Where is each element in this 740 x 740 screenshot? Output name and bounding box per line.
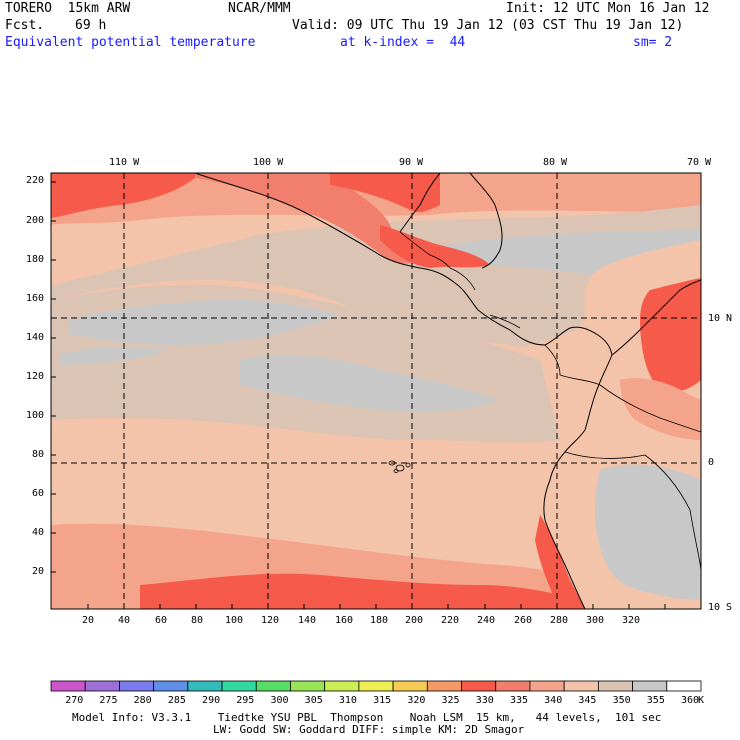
x-tick-label: 240 bbox=[477, 615, 496, 626]
colorbar-label: 310 bbox=[338, 695, 357, 706]
colorbar-swatch bbox=[426, 680, 462, 692]
colorbar-label: 360 bbox=[681, 695, 700, 706]
colorbar-swatch bbox=[392, 680, 428, 692]
y-tick-label: 200 bbox=[26, 215, 45, 226]
y-tick-label: 60 bbox=[32, 488, 45, 499]
colorbar-label: 345 bbox=[578, 695, 597, 706]
x-tick-label: 280 bbox=[550, 615, 569, 626]
y-tick-label: 80 bbox=[32, 449, 45, 460]
valid-time: Valid: 09 UTC Thu 19 Jan 12 (03 CST Thu … bbox=[292, 18, 684, 33]
x-tick-label: 180 bbox=[370, 615, 389, 626]
colorbar-swatch bbox=[84, 680, 120, 692]
y-tick-label: 100 bbox=[26, 410, 45, 421]
colorbar-swatch bbox=[119, 680, 155, 692]
model-title: TORERO 15km ARW bbox=[5, 1, 131, 16]
colorbar-label: 275 bbox=[99, 695, 118, 706]
colorbar-label: 270 bbox=[65, 695, 84, 706]
org-label: NCAR/MMM bbox=[228, 1, 291, 16]
colorbar-swatch bbox=[529, 680, 565, 692]
colorbar-swatch bbox=[221, 680, 257, 692]
y-tick-label: 140 bbox=[26, 332, 45, 343]
colorbar-label: 315 bbox=[373, 695, 392, 706]
colorbar-swatch bbox=[461, 680, 497, 692]
axis-ticks bbox=[51, 181, 666, 609]
init-time: Init: 12 UTC Mon 16 Jan 12 bbox=[506, 1, 710, 16]
colorbar-swatch bbox=[666, 680, 702, 692]
colorbar-label: 305 bbox=[304, 695, 323, 706]
lon-label-110w: 110 W bbox=[109, 157, 140, 168]
colorbar-swatch bbox=[597, 680, 633, 692]
x-tick-label: 320 bbox=[622, 615, 641, 626]
colorbar-label: 335 bbox=[509, 695, 528, 706]
theta-e-field bbox=[51, 173, 701, 609]
lat-lon-grid bbox=[51, 173, 701, 609]
y-tick-label: 40 bbox=[32, 527, 45, 538]
colorbar-label: 325 bbox=[441, 695, 460, 706]
smoothing-label: sm= 2 bbox=[633, 35, 673, 50]
colorbar-swatch bbox=[495, 680, 531, 692]
x-tick-label: 60 bbox=[155, 615, 168, 626]
colorbar-label: 355 bbox=[646, 695, 665, 706]
lat-label-0: 0 bbox=[708, 457, 715, 468]
forecast-label: Fcst. bbox=[5, 18, 45, 33]
colorbar-label: 330 bbox=[475, 695, 494, 706]
lon-label-80w: 80 W bbox=[543, 157, 568, 168]
x-tick-label: 140 bbox=[298, 615, 317, 626]
x-tick-label: 220 bbox=[441, 615, 460, 626]
colorbar-label: 295 bbox=[236, 695, 255, 706]
level-label: at k-index = 44 bbox=[340, 35, 466, 50]
colorbar-swatch bbox=[290, 680, 326, 692]
colorbar-label: 340 bbox=[544, 695, 563, 706]
colorbar bbox=[50, 680, 702, 692]
colorbar-label: 280 bbox=[133, 695, 152, 706]
colorbar-swatch bbox=[358, 680, 394, 692]
borders bbox=[399, 231, 701, 571]
x-tick-label: 200 bbox=[405, 615, 424, 626]
y-tick-label: 20 bbox=[32, 566, 45, 577]
x-tick-label: 120 bbox=[261, 615, 280, 626]
colorbar-label: 285 bbox=[167, 695, 186, 706]
physics-info: LW: Godd SW: Goddard DIFF: simple KM: 2D… bbox=[213, 723, 525, 736]
lon-label-100w: 100 W bbox=[253, 157, 284, 168]
y-tick-label: 220 bbox=[26, 175, 45, 186]
y-tick-label: 120 bbox=[26, 371, 45, 382]
colorbar-swatch bbox=[324, 680, 360, 692]
x-tick-label: 20 bbox=[82, 615, 95, 626]
lat-label-10s: 10 S bbox=[708, 602, 733, 613]
colorbar-swatch bbox=[187, 680, 223, 692]
colorbar-swatch bbox=[153, 680, 189, 692]
y-tick-label: 180 bbox=[26, 254, 45, 265]
x-tick-label: 260 bbox=[514, 615, 533, 626]
colorbar-label: 300 bbox=[270, 695, 289, 706]
x-tick-label: 100 bbox=[225, 615, 244, 626]
lon-label-70w: 70 W bbox=[687, 157, 712, 168]
forecast-hour: 69 h bbox=[75, 18, 107, 33]
colorbar-swatch bbox=[50, 680, 86, 692]
x-tick-label: 40 bbox=[118, 615, 131, 626]
coastlines bbox=[194, 173, 701, 609]
lat-label-10n: 10 N bbox=[708, 313, 733, 324]
x-tick-label: 300 bbox=[586, 615, 605, 626]
colorbar-unit: K bbox=[698, 695, 705, 706]
colorbar-swatch bbox=[632, 680, 668, 692]
x-tick-label: 80 bbox=[191, 615, 204, 626]
lon-label-90w: 90 W bbox=[399, 157, 424, 168]
field-name: Equivalent potential temperature bbox=[5, 35, 256, 50]
colorbar-label: 320 bbox=[407, 695, 426, 706]
x-tick-label: 160 bbox=[335, 615, 354, 626]
colorbar-swatch bbox=[255, 680, 291, 692]
model-info: Model Info: V3.3.1 Tiedtke YSU PBL Thomp… bbox=[72, 711, 662, 724]
colorbar-label: 350 bbox=[612, 695, 631, 706]
colorbar-swatch bbox=[563, 680, 599, 692]
colorbar-label: 290 bbox=[202, 695, 221, 706]
y-tick-label: 160 bbox=[26, 293, 45, 304]
